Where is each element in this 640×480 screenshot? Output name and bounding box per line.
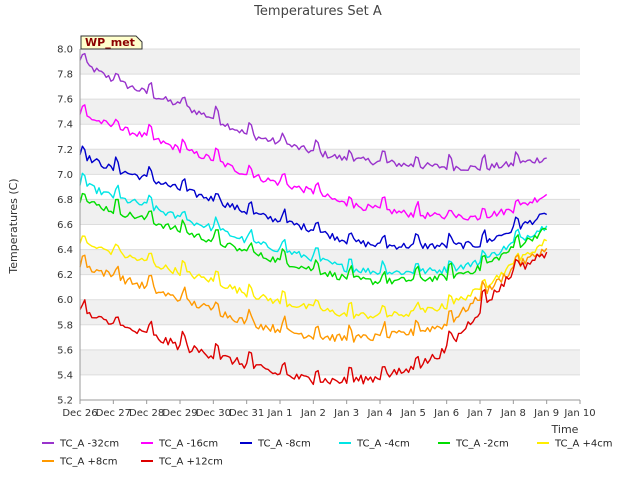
plot-band — [80, 349, 580, 375]
y-tick-label: 7.2 — [57, 145, 73, 156]
x-tick-label: Jan 7 — [467, 408, 493, 419]
y-tick-label: 5.2 — [57, 396, 73, 407]
legend-item: TC_A -8cm — [240, 439, 311, 450]
legend-label: TC_A -2cm — [455, 439, 509, 450]
x-tick-label: Jan 4 — [367, 408, 393, 419]
legend-label: TC_A +8cm — [59, 457, 118, 468]
y-tick-label: 8.0 — [57, 45, 73, 56]
legend: TC_A -32cm TC_A -16cm TC_A -8cm TC_A -4cm TC… — [42, 439, 613, 468]
x-tick-label: Jan 5 — [400, 408, 426, 419]
y-axis-ticks: 5.2 5.4 5.6 5.8 6.0 6.2 6.4 6.6 6.8 7.0 7.2 7.4 7.6 7… — [57, 45, 73, 407]
site-label: WP_met — [85, 36, 135, 49]
series-line — [79, 145, 548, 250]
legend-label: TC_A +4cm — [554, 439, 613, 450]
series-line — [79, 172, 548, 276]
plot-band — [80, 149, 580, 175]
legend-item: TC_A -16cm — [141, 439, 218, 450]
plot-band — [80, 49, 580, 75]
y-tick-label: 7.8 — [57, 70, 73, 81]
y-tick-label: 6.2 — [57, 270, 73, 281]
y-tick-label: 6.8 — [57, 195, 73, 206]
legend-item: TC_A +4cm — [537, 439, 613, 450]
x-tick-label: Dec 29 — [162, 408, 197, 419]
legend-item: TC_A +12cm — [141, 457, 223, 468]
chart-title: Temperatures Set A — [253, 4, 382, 19]
y-tick-label: 6.4 — [57, 245, 73, 256]
series-line — [79, 192, 547, 286]
plot-band — [80, 99, 580, 125]
series-line — [79, 52, 547, 172]
legend-label: TC_A -16cm — [158, 439, 218, 450]
x-tick-label: Jan 10 — [563, 408, 595, 419]
legend-label: TC_A -8cm — [257, 439, 311, 450]
site-badge: WP_met — [80, 35, 143, 50]
y-tick-label: 5.6 — [57, 345, 73, 356]
x-tick-label: Jan 8 — [500, 408, 526, 419]
y-axis-label: Temperatures (C) — [7, 178, 20, 274]
y-tick-label: 7.4 — [57, 120, 73, 131]
legend-item: TC_A -4cm — [339, 439, 410, 450]
y-tick-label: 7.6 — [57, 95, 73, 106]
x-tick-label: Jan 2 — [300, 408, 326, 419]
legend-item: TC_A -2cm — [438, 439, 509, 450]
legend-label: TC_A +12cm — [158, 457, 223, 468]
x-tick-label: Dec 30 — [196, 408, 231, 419]
y-tick-label: 5.4 — [57, 370, 73, 381]
y-tick-label: 6.6 — [57, 220, 73, 231]
y-tick-label: 6.0 — [57, 295, 73, 306]
legend-label: TC_A -4cm — [356, 439, 410, 450]
legend-item: TC_A -32cm — [42, 439, 119, 450]
y-tick-label: 7.0 — [57, 170, 73, 181]
x-tick-label: Jan 9 — [533, 408, 559, 419]
x-tick-label: Dec 27 — [96, 408, 131, 419]
x-tick-label: Dec 28 — [129, 408, 164, 419]
x-tick-label: Jan 3 — [333, 408, 359, 419]
x-axis-label: Time — [551, 423, 579, 436]
series-line — [79, 247, 548, 343]
series-line — [79, 104, 548, 221]
series-lines — [79, 52, 548, 386]
x-tick-label: Jan 1 — [267, 408, 293, 419]
y-tick-label: 5.8 — [57, 320, 73, 331]
series-line — [79, 235, 548, 320]
x-tick-label: Dec 31 — [229, 408, 264, 419]
legend-label: TC_A -32cm — [59, 439, 119, 450]
series-line — [79, 251, 548, 386]
x-tick-label: Dec 26 — [62, 408, 97, 419]
legend-item: TC_A +8cm — [42, 457, 118, 468]
x-tick-label: Jan 6 — [433, 408, 459, 419]
